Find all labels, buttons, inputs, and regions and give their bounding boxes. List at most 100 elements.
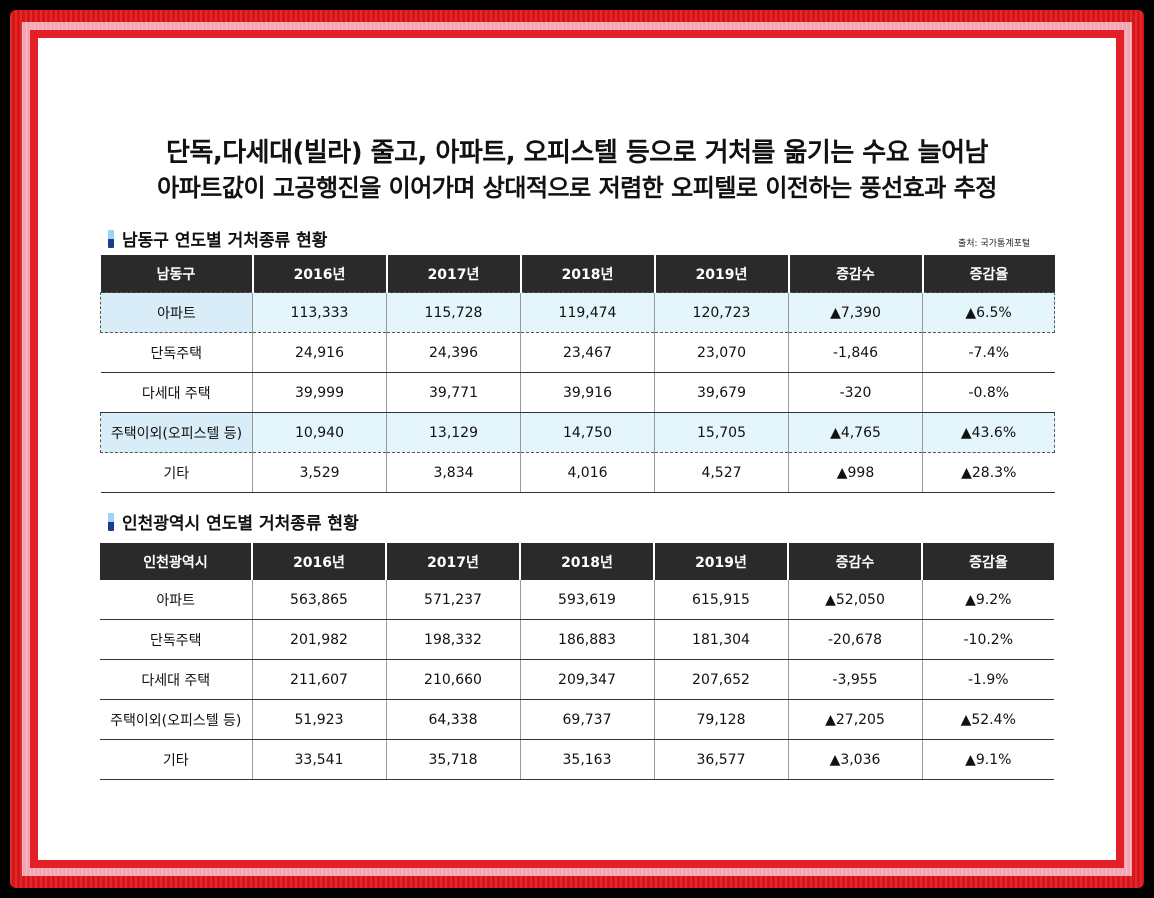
source-note: 출처: 국가통계포털	[958, 239, 1031, 249]
column-header: 2019년	[653, 543, 788, 580]
table-cell: ▲9.1%	[921, 739, 1054, 780]
table-cell: -10.2%	[921, 619, 1054, 660]
table-row: 다세대 주택 39,999 39,771 39,916 39,679 -320 …	[100, 372, 1055, 413]
table-cell: 51,923	[251, 699, 386, 740]
table-cell: 39,916	[520, 372, 655, 413]
section-marker-icon	[108, 512, 114, 531]
column-header: 2018년	[519, 255, 655, 293]
incheon-table: 인천광역시 2016년 2017년 2018년 2019년 증감수 증감율 아파…	[100, 543, 1054, 780]
table-cell: 4,527	[654, 452, 789, 493]
row-label: 아파트	[100, 580, 252, 620]
table-cell: 210,660	[385, 659, 520, 700]
table-cell: -1.9%	[921, 659, 1054, 700]
table-cell: ▲52,050	[787, 580, 922, 620]
table-cell: 198,332	[385, 619, 520, 660]
table-cell: -0.8%	[922, 372, 1055, 413]
table-cell: 119,474	[520, 292, 655, 333]
table-cell: 24,396	[386, 332, 521, 373]
table-cell: -1,846	[788, 332, 923, 373]
row-label: 단독주택	[100, 619, 252, 660]
table-cell: 207,652	[653, 659, 788, 700]
table-cell: 4,016	[520, 452, 655, 493]
table-row: 단독주택 24,916 24,396 23,467 23,070 -1,846 …	[100, 332, 1055, 373]
table-cell: 3,529	[252, 452, 387, 493]
column-header: 증감수	[787, 255, 923, 293]
table-header-row: 인천광역시 2016년 2017년 2018년 2019년 증감수 증감율	[100, 543, 1054, 580]
table-cell: 35,718	[385, 739, 520, 780]
table-cell: 120,723	[654, 292, 789, 333]
table-cell: ▲9.2%	[921, 580, 1054, 620]
namdong-section-title: 남동구 연도별 거처종류 현황	[108, 226, 327, 251]
table-cell: ▲7,390	[788, 292, 923, 333]
incheon-title-text: 인천광역시 연도별 거처종류 현황	[122, 514, 359, 534]
table-cell: 10,940	[252, 412, 387, 453]
table-cell: 211,607	[251, 659, 386, 700]
table-cell: 24,916	[252, 332, 387, 373]
column-header: 2017년	[385, 255, 521, 293]
table-cell: 64,338	[385, 699, 520, 740]
table-cell: 39,999	[252, 372, 387, 413]
headline-line-1: 단독,다세대(빌라) 줄고, 아파트, 오피스텔 등으로 거처를 옮기는 수요 …	[166, 138, 988, 168]
table-cell: 615,915	[653, 580, 788, 620]
table-cell: 15,705	[654, 412, 789, 453]
table-cell: 593,619	[519, 580, 654, 620]
table-cell: -20,678	[787, 619, 922, 660]
table-cell: ▲28.3%	[922, 452, 1055, 493]
row-label: 주택이외(오피스텔 등)	[100, 699, 252, 740]
table-cell: 39,679	[654, 372, 789, 413]
table-cell: ▲6.5%	[922, 292, 1055, 333]
column-header: 2017년	[385, 543, 520, 580]
row-label: 기타	[100, 739, 252, 780]
table-cell: ▲3,036	[787, 739, 922, 780]
namdong-title-text: 남동구 연도별 거처종류 현황	[122, 231, 328, 251]
table-cell: 13,129	[386, 412, 521, 453]
column-header: 남동구	[100, 255, 253, 293]
table-cell: ▲52.4%	[921, 699, 1054, 740]
row-label: 기타	[100, 452, 253, 493]
table-cell: 113,333	[252, 292, 387, 333]
table-cell: 39,771	[386, 372, 521, 413]
column-header: 2018년	[519, 543, 654, 580]
row-label: 다세대 주택	[100, 659, 252, 700]
table-row: 기타 33,541 35,718 35,163 36,577 ▲3,036 ▲9…	[100, 739, 1054, 780]
table-cell: 186,883	[519, 619, 654, 660]
table-cell: 23,070	[654, 332, 789, 373]
table-row: 기타 3,529 3,834 4,016 4,527 ▲998 ▲28.3%	[100, 452, 1055, 493]
row-label: 다세대 주택	[100, 372, 253, 413]
table-cell: 69,737	[519, 699, 654, 740]
column-header: 인천광역시	[100, 543, 252, 580]
table-row: 아파트 563,865 571,237 593,619 615,915 ▲52,…	[100, 580, 1054, 620]
column-header: 2019년	[653, 255, 789, 293]
row-label: 주택이외(오피스텔 등)	[100, 412, 253, 453]
table-cell: ▲27,205	[787, 699, 922, 740]
table-cell: 115,728	[386, 292, 521, 333]
table-cell: 571,237	[385, 580, 520, 620]
table-cell: 35,163	[519, 739, 654, 780]
table-cell: 23,467	[520, 332, 655, 373]
row-label: 아파트	[100, 292, 253, 333]
table-row: 다세대 주택 211,607 210,660 209,347 207,652 -…	[100, 659, 1054, 700]
table-cell: 563,865	[251, 580, 386, 620]
headline-line-2: 아파트값이 고공행진을 이어가며 상대적으로 저렴한 오피텔로 이전하는 풍선효…	[157, 174, 997, 202]
table-cell: ▲43.6%	[922, 412, 1055, 453]
namdong-table: 남동구 2016년 2017년 2018년 2019년 증감수 증감율 아파트 …	[100, 255, 1055, 493]
table-cell: 14,750	[520, 412, 655, 453]
column-header: 증감수	[787, 543, 922, 580]
content-area: 단독,다세대(빌라) 줄고, 아파트, 오피스텔 등으로 거처를 옮기는 수요 …	[38, 38, 1116, 860]
table-cell: 79,128	[653, 699, 788, 740]
table-row: 주택이외(오피스텔 등) 51,923 64,338 69,737 79,128…	[100, 699, 1054, 740]
table-row-officetel: 주택이외(오피스텔 등) 10,940 13,129 14,750 15,705…	[100, 412, 1055, 453]
table-cell: 3,834	[386, 452, 521, 493]
table-header-row: 남동구 2016년 2017년 2018년 2019년 증감수 증감율	[100, 255, 1055, 293]
table-cell: -3,955	[787, 659, 922, 700]
table-cell: ▲4,765	[788, 412, 923, 453]
table-cell: 36,577	[653, 739, 788, 780]
column-header: 증감율	[921, 543, 1054, 580]
table-cell: 33,541	[251, 739, 386, 780]
table-cell: -7.4%	[922, 332, 1055, 373]
table-cell: ▲998	[788, 452, 923, 493]
column-header: 2016년	[251, 543, 386, 580]
section-marker-icon	[108, 229, 114, 248]
table-cell: 181,304	[653, 619, 788, 660]
table-row: 단독주택 201,982 198,332 186,883 181,304 -20…	[100, 619, 1054, 660]
